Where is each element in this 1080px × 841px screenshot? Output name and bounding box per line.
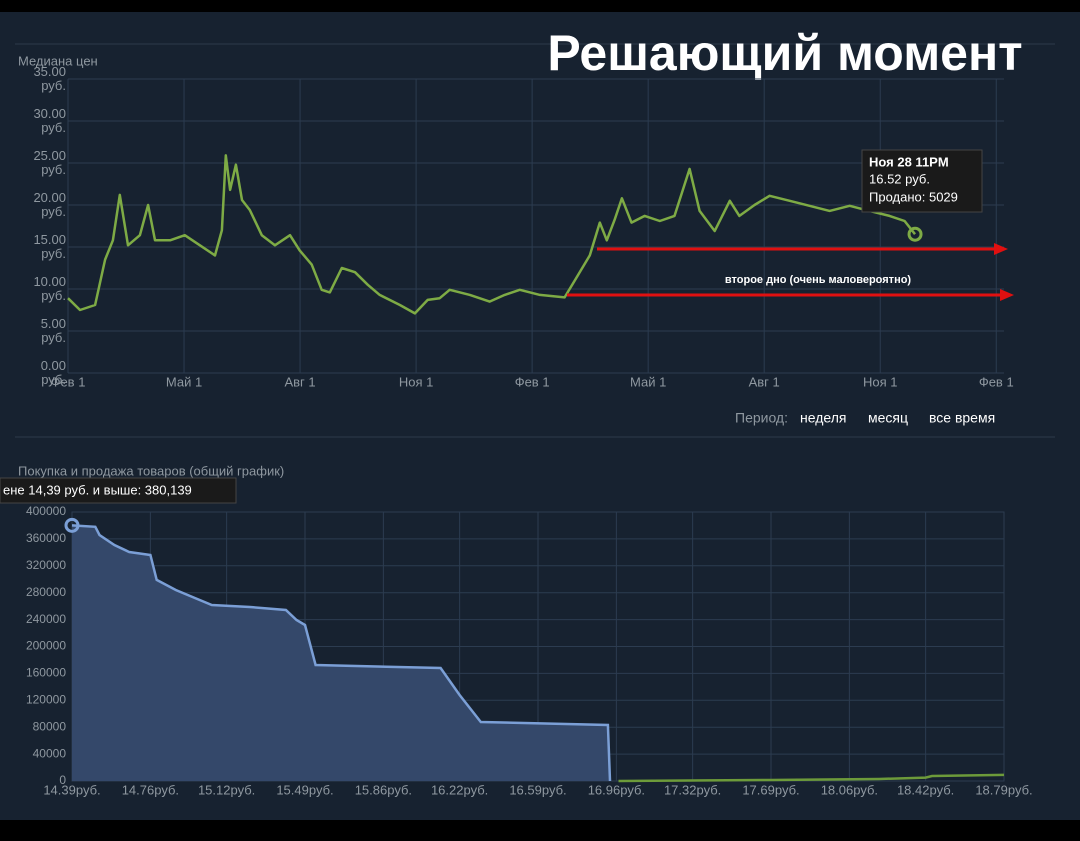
chart-title: Покупка и продажа товаров (общий график) — [18, 463, 284, 478]
x-tick-label: 15.49руб. — [276, 782, 333, 797]
x-tick-label: 16.96руб. — [588, 782, 645, 797]
y-tick-label: 80000 — [33, 719, 67, 733]
arrow-head — [994, 243, 1008, 255]
x-tick-label: Авг 1 — [749, 374, 780, 389]
period-label: Период: — [735, 410, 788, 426]
x-tick-label: 14.39руб. — [43, 782, 100, 797]
hover-point — [907, 226, 923, 242]
x-tick-label: Фев 1 — [979, 374, 1014, 389]
y-tick-label: 30.00 руб. — [33, 106, 66, 135]
x-tick-label: 18.42руб. — [897, 782, 954, 797]
x-tick-label: 17.69руб. — [742, 782, 799, 797]
tooltip-text: Ноя 28 11PM — [869, 154, 949, 169]
y-tick-label: 0 — [59, 773, 66, 787]
x-tick-label: 14.76руб. — [122, 782, 179, 797]
y-tick-label: 40000 — [33, 746, 67, 760]
x-tick-label: Фев 1 — [51, 374, 86, 389]
y-tick-label: 400000 — [26, 504, 66, 518]
tooltip: Ноя 28 11PM 16.52 руб. Продано: 5029 ене… — [0, 149, 983, 504]
y-tick-label: 10.00 руб. — [33, 274, 66, 303]
arrow-head — [1000, 289, 1014, 301]
tooltip-text: 16.52 руб. — [869, 171, 930, 186]
bottom-bar — [0, 820, 1080, 841]
overlay-title: Решающий момент — [547, 25, 1022, 81]
series-line — [618, 773, 1005, 783]
x-tick-label: Авг 1 — [284, 374, 315, 389]
x-tick-label: Фев 1 — [515, 374, 550, 389]
x-tick-label: 15.86руб. — [355, 782, 412, 797]
chart-title: Медиана цен — [18, 53, 98, 68]
y-tick-label: 0.00 руб. — [40, 358, 66, 387]
y-tick-label: 35.00 руб. — [33, 64, 66, 93]
x-tick-label: 16.59руб. — [509, 782, 566, 797]
y-tick-label: 120000 — [26, 692, 66, 706]
tooltip-box — [0, 477, 237, 504]
y-tick-label: 360000 — [26, 531, 66, 545]
y-tick-label: 5.00 руб. — [40, 316, 66, 345]
tooltip-text: Продано: 5029 — [869, 189, 958, 204]
tooltip-text: ене 14,39 руб. и выше: 380,139 — [3, 482, 192, 497]
period-option[interactable]: неделя — [800, 410, 846, 426]
y-tick-label: 200000 — [26, 639, 66, 653]
y-tick-label: 240000 — [26, 612, 66, 626]
x-tick-label: Ноя 1 — [399, 374, 434, 389]
tooltip-box — [861, 149, 983, 213]
y-tick-label: 15.00 руб. — [33, 232, 66, 261]
x-tick-label: 17.32руб. — [664, 782, 721, 797]
x-tick-label: 16.22руб. — [431, 782, 488, 797]
hover-point — [64, 517, 80, 533]
y-tick-label: 20.00 руб. — [33, 190, 66, 219]
x-tick-label: 18.79руб. — [975, 782, 1032, 797]
series-line — [71, 524, 612, 782]
period-option[interactable]: месяц — [868, 410, 908, 426]
y-tick-label: 280000 — [26, 585, 66, 599]
x-tick-label: 15.12руб. — [198, 782, 255, 797]
y-tick-label: 320000 — [26, 558, 66, 572]
period-option[interactable]: все время — [929, 410, 995, 426]
x-tick-label: 18.06руб. — [821, 782, 878, 797]
x-tick-label: Май 1 — [630, 374, 666, 389]
x-tick-label: Ноя 1 — [863, 374, 898, 389]
annotation: второе дно (очень маловероятно) — [725, 274, 912, 286]
price-line — [67, 154, 916, 315]
y-tick-label: 25.00 руб. — [33, 148, 66, 177]
x-tick-label: Май 1 — [166, 374, 202, 389]
y-tick-label: 160000 — [26, 666, 66, 680]
arrows: второе дно (очень маловероятно) — [567, 243, 1014, 301]
plots: Фев 1 Май 1 Авг 1 Ноя 1 Фев 1 Май 1 Авг 1 Ноя 1… — [26, 78, 1033, 797]
